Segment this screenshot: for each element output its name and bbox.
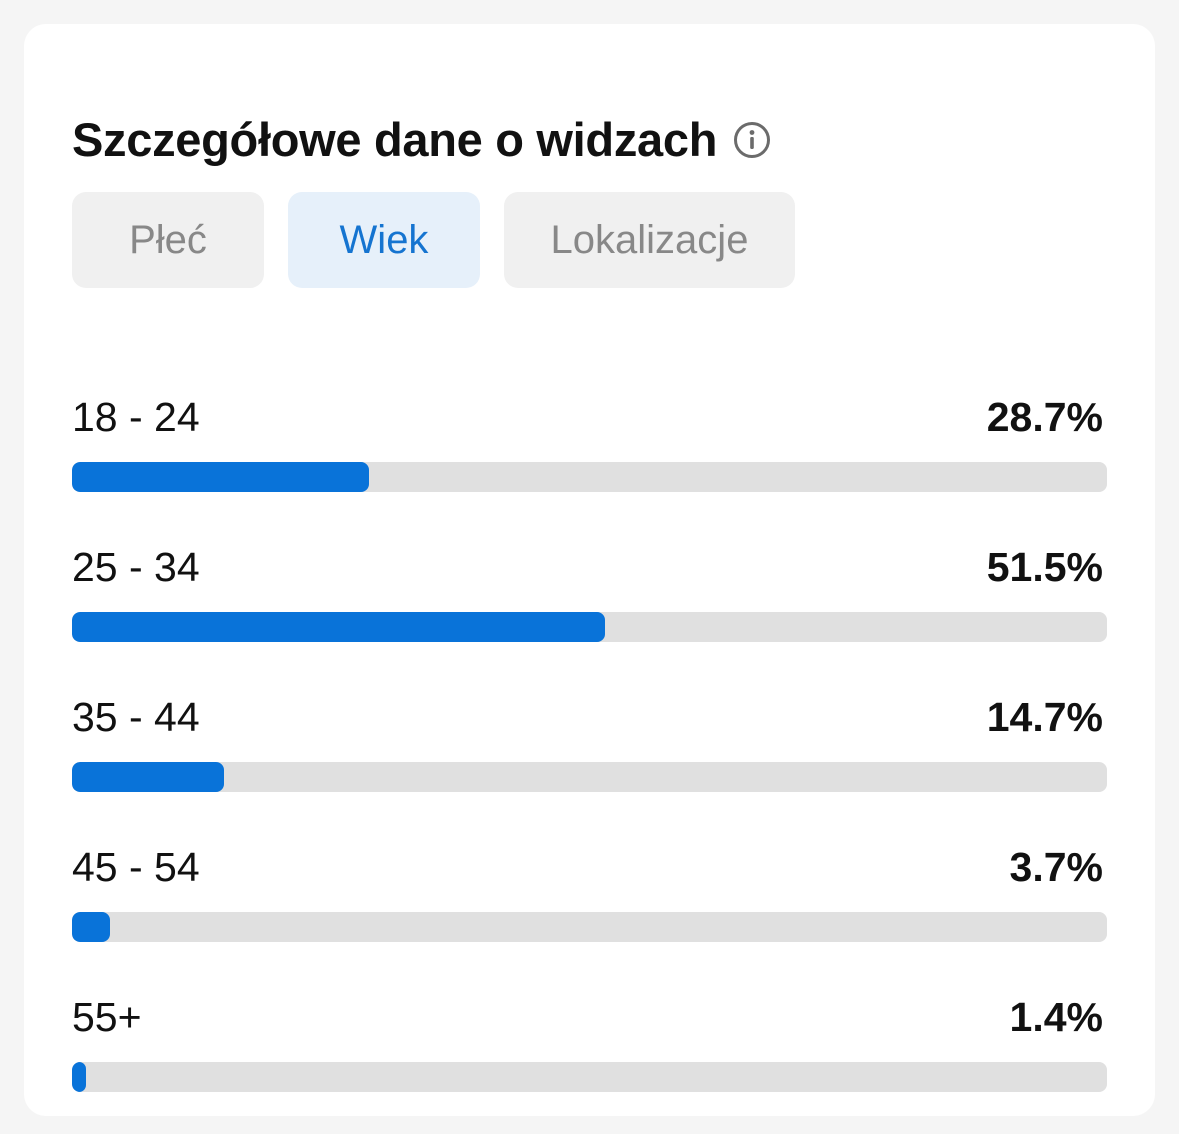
age-percent-value: 1.4% <box>1009 994 1103 1040</box>
audience-tabs: Płeć Wiek Lokalizacje <box>72 192 795 288</box>
age-row: 45 - 54 3.7% <box>72 834 1107 984</box>
age-range-label: 18 - 24 <box>72 394 200 440</box>
age-percent-value: 14.7% <box>986 694 1103 740</box>
progress-track <box>72 462 1107 492</box>
age-row: 55+ 1.4% <box>72 984 1107 1134</box>
age-percent-value: 51.5% <box>986 544 1103 590</box>
progress-fill <box>72 462 370 492</box>
progress-fill <box>72 762 225 792</box>
age-range-label: 35 - 44 <box>72 694 200 740</box>
age-range-label: 55+ <box>72 994 142 1040</box>
card-title: Szczegółowe dane o widzach <box>72 113 718 166</box>
progress-fill <box>72 612 606 642</box>
info-circle-icon[interactable] <box>733 121 771 159</box>
age-range-label: 25 - 34 <box>72 544 200 590</box>
age-row: 35 - 44 14.7% <box>72 684 1107 834</box>
age-percent-value: 28.7% <box>986 394 1103 440</box>
audience-details-card: Szczegółowe dane o widzach Płeć Wiek Lok… <box>24 24 1155 1116</box>
progress-track <box>72 1062 1107 1092</box>
age-row: 25 - 34 51.5% <box>72 534 1107 684</box>
progress-track <box>72 912 1107 942</box>
card-header: Szczegółowe dane o widzach <box>72 112 771 167</box>
age-row: 18 - 24 28.7% <box>72 384 1107 534</box>
tab-locations[interactable]: Lokalizacje <box>504 192 795 288</box>
progress-track <box>72 612 1107 642</box>
age-percent-value: 3.7% <box>1009 844 1103 890</box>
progress-fill <box>72 1062 87 1092</box>
progress-fill <box>72 912 111 942</box>
progress-track <box>72 762 1107 792</box>
tab-age[interactable]: Wiek <box>288 192 480 288</box>
age-distribution-list: 18 - 24 28.7% 25 - 34 51.5% 35 - 44 14.7… <box>72 384 1107 1134</box>
age-range-label: 45 - 54 <box>72 844 200 890</box>
tab-gender[interactable]: Płeć <box>72 192 264 288</box>
